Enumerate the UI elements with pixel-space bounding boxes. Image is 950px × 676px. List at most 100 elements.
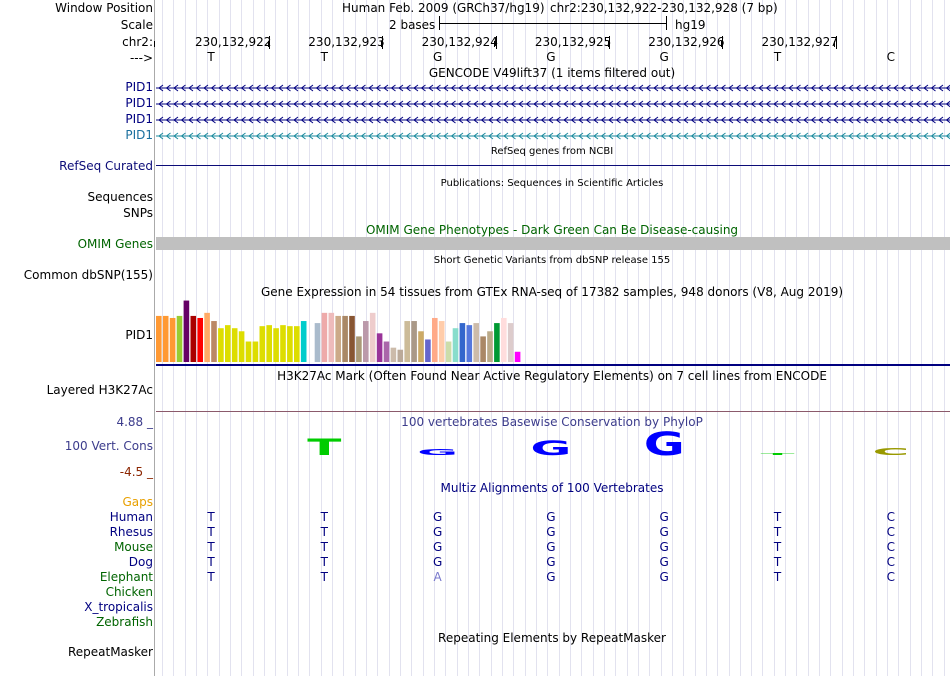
gtex-bar (314, 323, 321, 362)
strand-arrow (938, 84, 944, 92)
species-label[interactable]: Rhesus (109, 525, 153, 539)
strand-arrow (923, 84, 929, 92)
species-label[interactable]: Mouse (114, 540, 153, 554)
gridline (581, 0, 582, 676)
strand-arrow (675, 116, 681, 124)
strand-arrow (533, 116, 539, 124)
alignment-base: G (432, 555, 443, 569)
strand-arrow (300, 132, 306, 140)
species-label[interactable]: Zebrafish (96, 615, 153, 629)
phylop-title: 100 vertebrates Basewise Conservation by… (401, 415, 703, 429)
cons-min-label: -4.5 _ (119, 465, 153, 479)
strand-arrow (210, 84, 216, 92)
strand-arrow (593, 100, 599, 108)
track-label-gaps[interactable]: Gaps (122, 495, 153, 509)
strand-arrow (435, 132, 441, 140)
phylop-letter: T (760, 453, 794, 456)
strand-arrow (795, 116, 801, 124)
strand-arrow (240, 100, 246, 108)
species-label[interactable]: Dog (128, 555, 153, 569)
track-label-vert-cons[interactable]: 100 Vert. Cons (64, 439, 153, 453)
gridline (910, 0, 911, 676)
gtex-bar-chart[interactable] (156, 298, 536, 364)
strand-arrow (458, 100, 464, 108)
strand-arrow (803, 132, 809, 140)
gencode-transcripts[interactable] (156, 80, 950, 144)
track-label-snps[interactable]: SNPs (123, 206, 153, 220)
strand-arrow (270, 84, 276, 92)
track-label-pid1-4[interactable]: PID1 (125, 128, 153, 142)
track-label-sequences[interactable]: Sequences (87, 190, 153, 204)
alignment-base: G (546, 510, 556, 524)
omim-gene-bar[interactable] (156, 237, 950, 250)
species-label[interactable]: Human (109, 510, 153, 524)
strand-arrow (825, 132, 831, 140)
strand-arrow (503, 132, 509, 140)
species-label[interactable]: Chicken (105, 585, 153, 599)
strand-arrow (533, 84, 539, 92)
strand-arrow (525, 84, 531, 92)
ruler-minor-tick (608, 41, 609, 47)
gridline (547, 0, 548, 676)
track-label-gtex[interactable]: PID1 (125, 328, 153, 342)
strand-arrow (908, 100, 914, 108)
strand-arrow (165, 132, 171, 140)
strand-arrow (660, 100, 666, 108)
species-label[interactable]: X_tropicalis (84, 600, 153, 614)
track-label-omim[interactable]: OMIM Genes (77, 237, 153, 251)
gridline (751, 0, 752, 676)
strand-arrow (728, 84, 734, 92)
alignment-base: G (659, 570, 669, 584)
strand-arrow (893, 84, 899, 92)
strand-arrow (465, 100, 471, 108)
strand-arrow (405, 84, 411, 92)
track-label-h3k27ac[interactable]: Layered H3K27Ac (46, 383, 153, 397)
strand-arrow (810, 116, 816, 124)
strand-arrow (863, 100, 869, 108)
gtex-bar (432, 317, 438, 362)
alignment-base: T (320, 555, 328, 569)
gtex-bar (204, 312, 210, 362)
track-label-pid1-2[interactable]: PID1 (125, 96, 153, 110)
strand-arrow (218, 116, 224, 124)
strand-arrow (930, 100, 936, 108)
gridline (661, 0, 662, 676)
phylop-letter: T (307, 435, 342, 461)
strand-arrow (383, 116, 389, 124)
strand-arrow (848, 100, 854, 108)
strand-arrow (293, 100, 299, 108)
gtex-bar (376, 333, 383, 362)
strand-arrow (278, 84, 284, 92)
track-label-pid1-3[interactable]: PID1 (125, 112, 153, 126)
track-label-repeatmasker[interactable]: RepeatMasker (67, 645, 153, 659)
strand-arrow (578, 100, 584, 108)
species-label[interactable]: Elephant (99, 570, 153, 584)
track-label-pid1-1[interactable]: PID1 (125, 80, 153, 94)
strand-arrow (495, 84, 501, 92)
strand-arrow (525, 100, 531, 108)
label-separator (154, 0, 155, 676)
strand-arrow (510, 100, 516, 108)
gridline (389, 0, 390, 676)
refseq-gene-line[interactable] (156, 165, 950, 166)
strand-arrow (645, 84, 651, 92)
strand-arrow (510, 132, 516, 140)
track-label-refseq[interactable]: RefSeq Curated (59, 159, 153, 173)
strand-arrow (405, 100, 411, 108)
strand-arrow (713, 84, 719, 92)
strand-arrow (698, 100, 704, 108)
alignment-base: G (546, 555, 556, 569)
gtex-bar (300, 321, 307, 362)
strand-arrow (720, 100, 726, 108)
track-label-dbsnp[interactable]: Common dbSNP(155) (23, 268, 153, 282)
strand-arrow (210, 132, 216, 140)
gridline (672, 0, 673, 676)
strand-arrow (435, 100, 441, 108)
strand-arrow (600, 100, 606, 108)
strand-arrow (630, 100, 636, 108)
strand-arrow (645, 132, 651, 140)
gridline (944, 0, 945, 676)
label-chr: chr2: (122, 35, 153, 49)
strand-arrow (570, 100, 576, 108)
